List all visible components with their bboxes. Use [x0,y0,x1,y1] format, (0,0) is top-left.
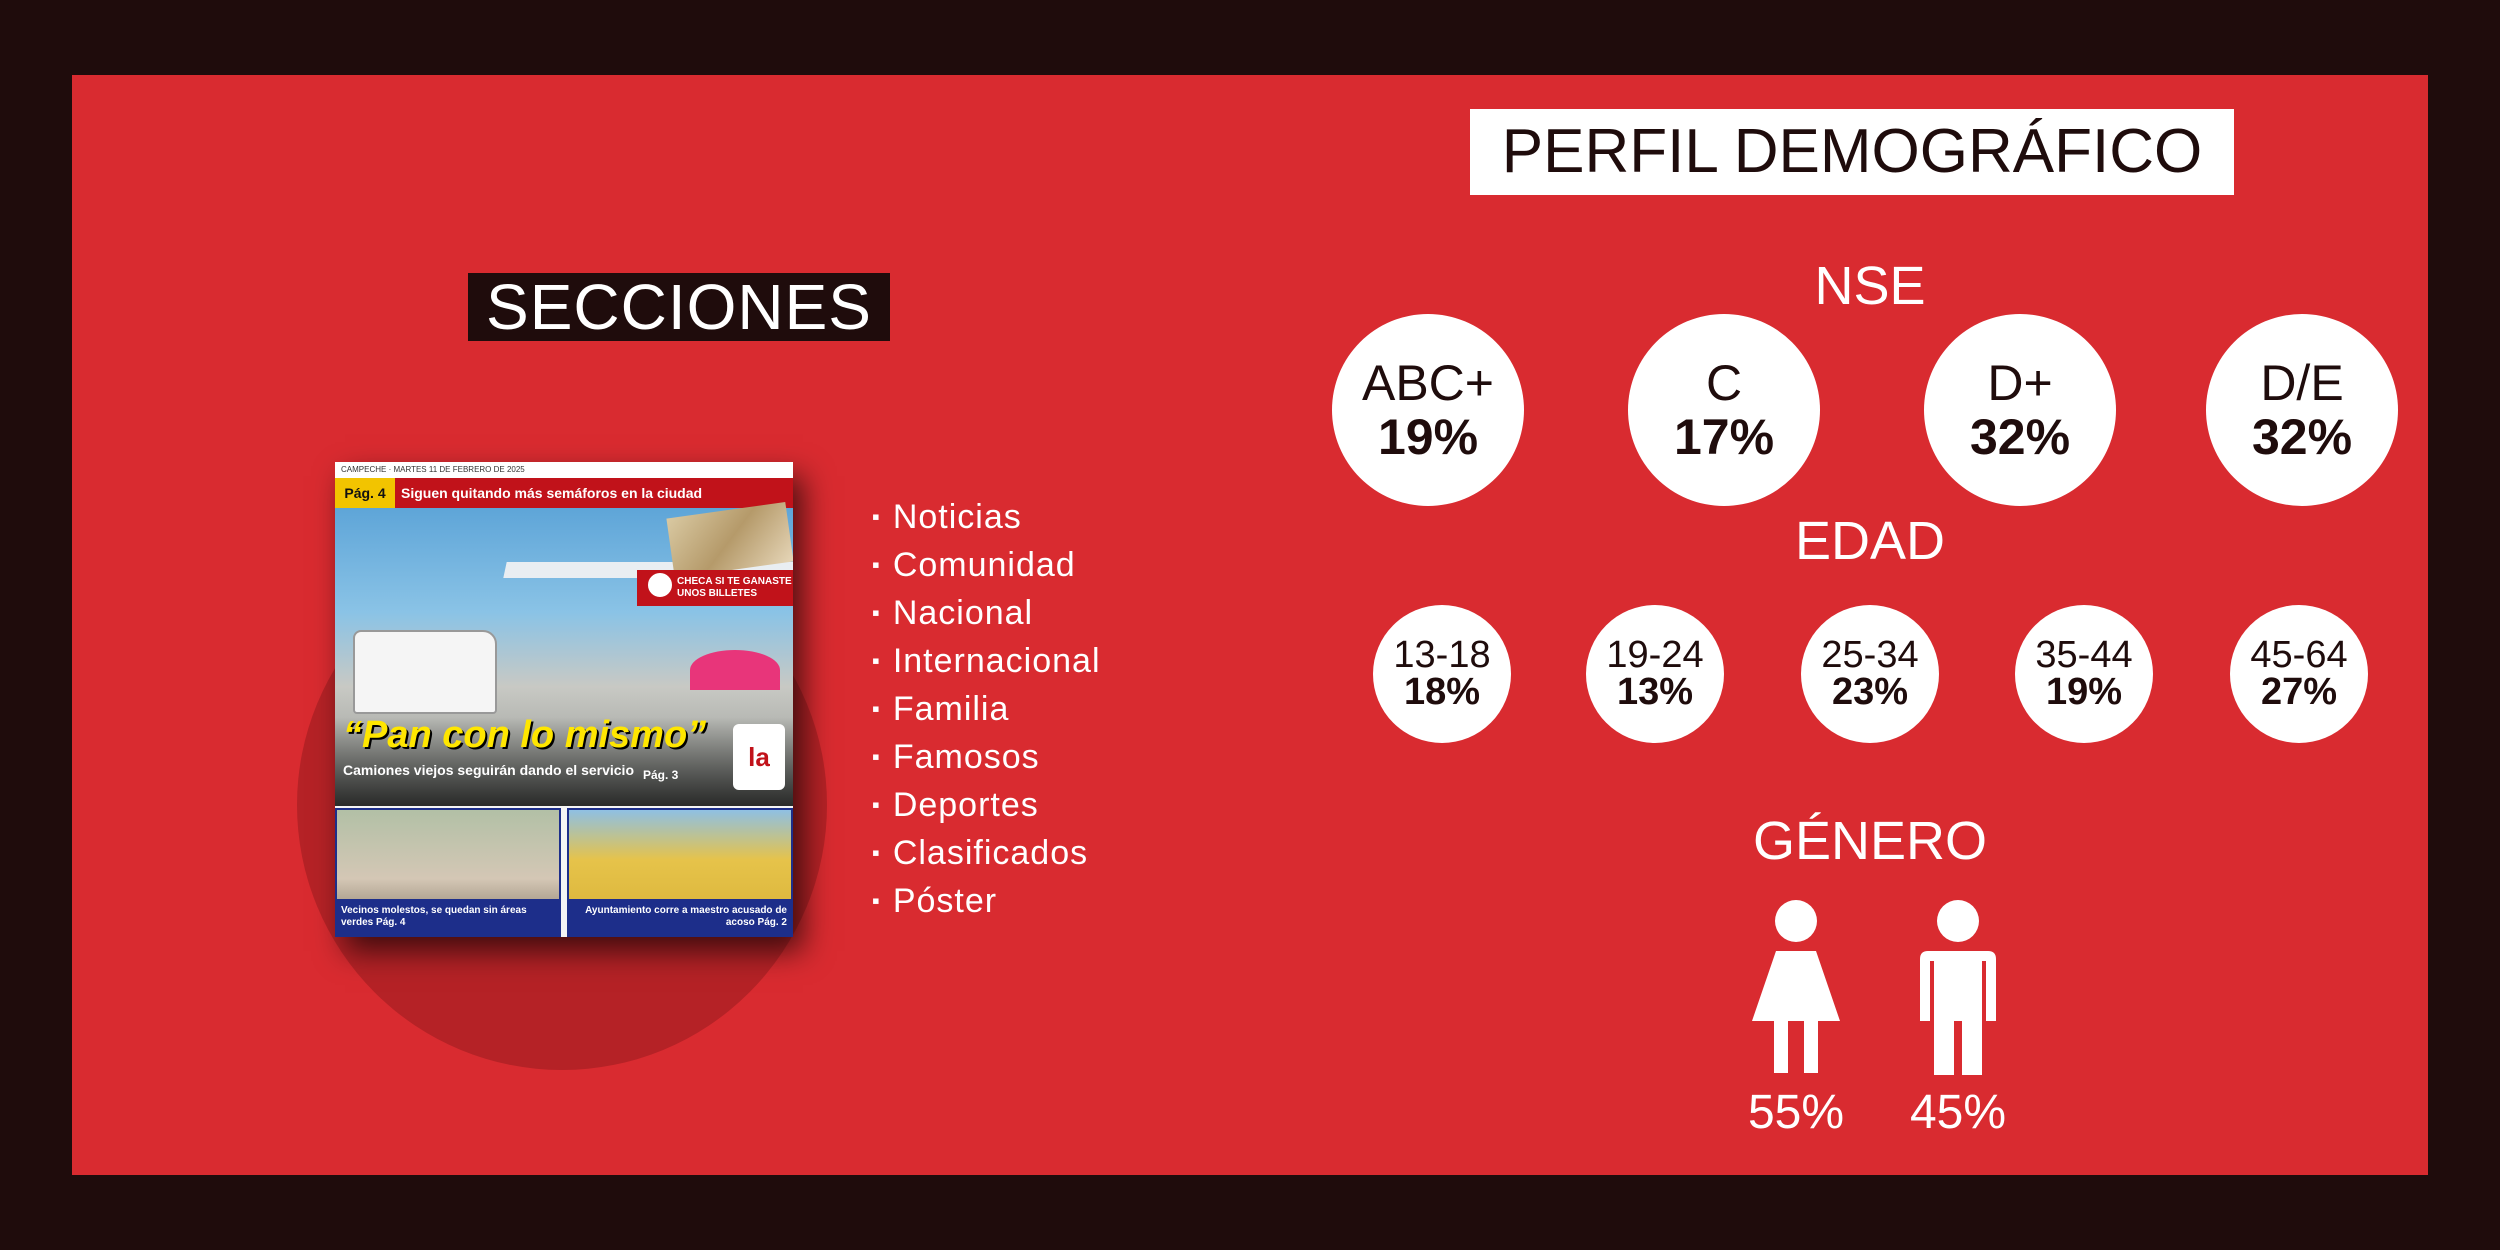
female-percentage: 55% [1747,1086,1845,1139]
cover-bottom-right-caption: Ayuntamiento corre a maestro acusado de … [567,899,793,937]
nse-circle-value: 17% [1673,409,1775,465]
edad-circle: 35-44 19% [2015,605,2153,743]
section-item: Internacional [872,639,1101,687]
edad-circle-label: 13-18 [1393,634,1491,676]
edad-circle-label: 25-34 [1821,634,1919,676]
edad-circle: 13-18 18% [1373,605,1511,743]
cover-headline: Siguen quitando más semáforos en la ciud… [401,485,703,501]
edad-circle: 25-34 23% [1801,605,1939,743]
male-icon [1920,900,1996,1075]
section-item: Póster [872,879,1101,927]
nse-circle: D+ 32% [1924,314,2116,506]
nse-circle-label: D+ [1987,355,2053,411]
section-item: Clasificados [872,831,1101,879]
cover-page-tag: Pág. 4 [335,478,395,508]
cover-topline: CAMPECHE · MARTES 11 DE FEBRERO DE 2025 [335,462,793,478]
cover-main-gradient [335,717,793,806]
section-item: Deportes [872,783,1101,831]
cover-headline-bar [335,478,793,508]
nse-circle-value: 32% [2251,409,2353,465]
genero-label: GÉNERO [1752,811,1988,871]
nse-circle: D/E 32% [2206,314,2398,506]
section-item: Nacional [872,591,1101,639]
cover-bottom-left-caption: Vecinos molestos, se quedan sin áreas ve… [335,899,561,937]
section-item: Familia [872,687,1101,735]
edad-circle: 45-64 27% [2230,605,2368,743]
bus-icon [353,630,497,714]
cover-main-headline: “Pan con lo mismo” [343,714,707,756]
edad-circle-value: 19% [2045,671,2123,713]
edad-circle-value: 13% [1616,671,1694,713]
umbrella-icon [690,650,780,690]
section-item: Comunidad [872,543,1101,591]
red-panel: SECCIONES CAMPECHE · MARTES 11 DE FEBRER… [72,75,2428,1175]
nse-circle-value: 19% [1377,409,1479,465]
nse-circle-label: C [1705,355,1743,411]
nse-circle: ABC+ 19% [1332,314,1524,506]
secciones-title: SECCIONES [468,273,890,341]
edad-circle-value: 27% [2260,671,2338,713]
edad-label: EDAD [1794,511,1946,571]
edad-circle-value: 18% [1403,671,1481,713]
edad-circle-label: 35-44 [2035,634,2133,676]
edad-circle: 19-24 13% [1586,605,1724,743]
newspaper-cover: CAMPECHE · MARTES 11 DE FEBRERO DE 2025 … [335,462,793,937]
nse-circle-label: ABC+ [1361,355,1494,411]
cover-main-subtitle: Camiones viejos seguirán dando el servic… [343,762,634,778]
female-icon [1752,900,1840,1073]
badge-logo-icon [645,570,675,600]
male-percentage: 45% [1909,1086,2007,1139]
sections-list: Noticias Comunidad Nacional Internaciona… [872,495,1101,927]
section-item: Noticias [872,495,1101,543]
section-item: Famosos [872,735,1101,783]
edad-circle-label: 45-64 [2250,634,2348,676]
nse-label: NSE [1814,256,1926,316]
perfil-title: PERFIL DEMOGRÁFICO [1470,109,2234,195]
nse-circle-value: 32% [1969,409,2071,465]
nse-circle-label: D/E [2260,355,2344,411]
edad-circle-value: 23% [1831,671,1909,713]
newspaper-logo: la [733,724,785,790]
nse-circle: C 17% [1628,314,1820,506]
edad-circle-label: 19-24 [1606,634,1704,676]
cover-main-page: Pág. 3 [643,768,679,782]
